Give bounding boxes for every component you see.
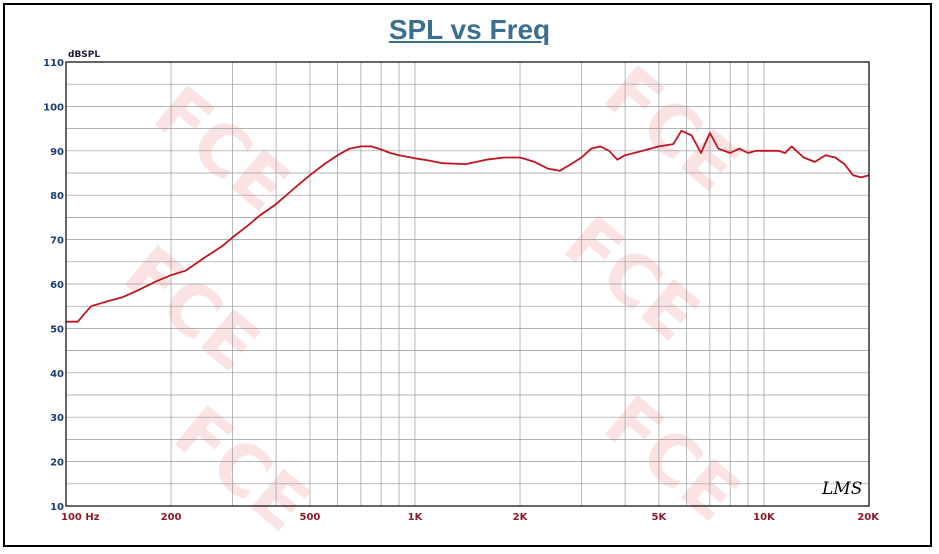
spl-series-line	[66, 129, 870, 323]
x-tick-label: 5K	[652, 512, 668, 523]
lms-signature: LMS	[821, 479, 862, 499]
watermark-logo: FCE	[109, 230, 274, 387]
watermark-logo: FCE	[589, 380, 754, 537]
x-axis-ticks: 100 Hz 200 500 1K 2K 5K 10K 20K	[61, 512, 880, 523]
y-tick-label: 80	[50, 191, 64, 202]
y-tick-label: 10	[50, 502, 64, 513]
watermark-logo: FCE	[139, 70, 304, 227]
y-axis-label: dBSPL	[68, 50, 100, 60]
y-tick-label: 70	[50, 236, 64, 247]
x-tick-label: 100 Hz	[61, 512, 100, 523]
x-tick-label: 1K	[408, 512, 424, 523]
y-tick-label: 30	[50, 413, 64, 424]
y-tick-label: 40	[50, 369, 64, 380]
y-axis-ticks: 10 20 30 40 50 60 70 80 90 100 110	[43, 58, 64, 513]
y-tick-label: 110	[43, 58, 64, 69]
watermark-logo: FCE	[549, 200, 714, 357]
plot-grid	[66, 62, 869, 506]
y-tick-label: 50	[50, 324, 64, 335]
x-tick-label: 200	[161, 512, 182, 523]
x-tick-label: 500	[299, 512, 320, 523]
y-tick-label: 100	[43, 102, 64, 113]
chart-frame	[3, 3, 932, 547]
series-layer	[66, 129, 870, 323]
x-tick-label: 2K	[513, 512, 529, 523]
plot-border	[65, 61, 870, 507]
y-tick-label: 20	[50, 458, 64, 469]
watermark-logo: FCE	[159, 390, 324, 547]
y-tick-label: 90	[50, 147, 64, 158]
x-tick-label: 20K	[857, 512, 880, 523]
x-tick-label: 10K	[753, 512, 776, 523]
chart-title: SPL vs Freq	[388, 14, 551, 45]
watermark-layer: FCE FCE FCE FCE FCE FCE	[109, 50, 754, 547]
y-tick-label: 60	[50, 280, 64, 291]
